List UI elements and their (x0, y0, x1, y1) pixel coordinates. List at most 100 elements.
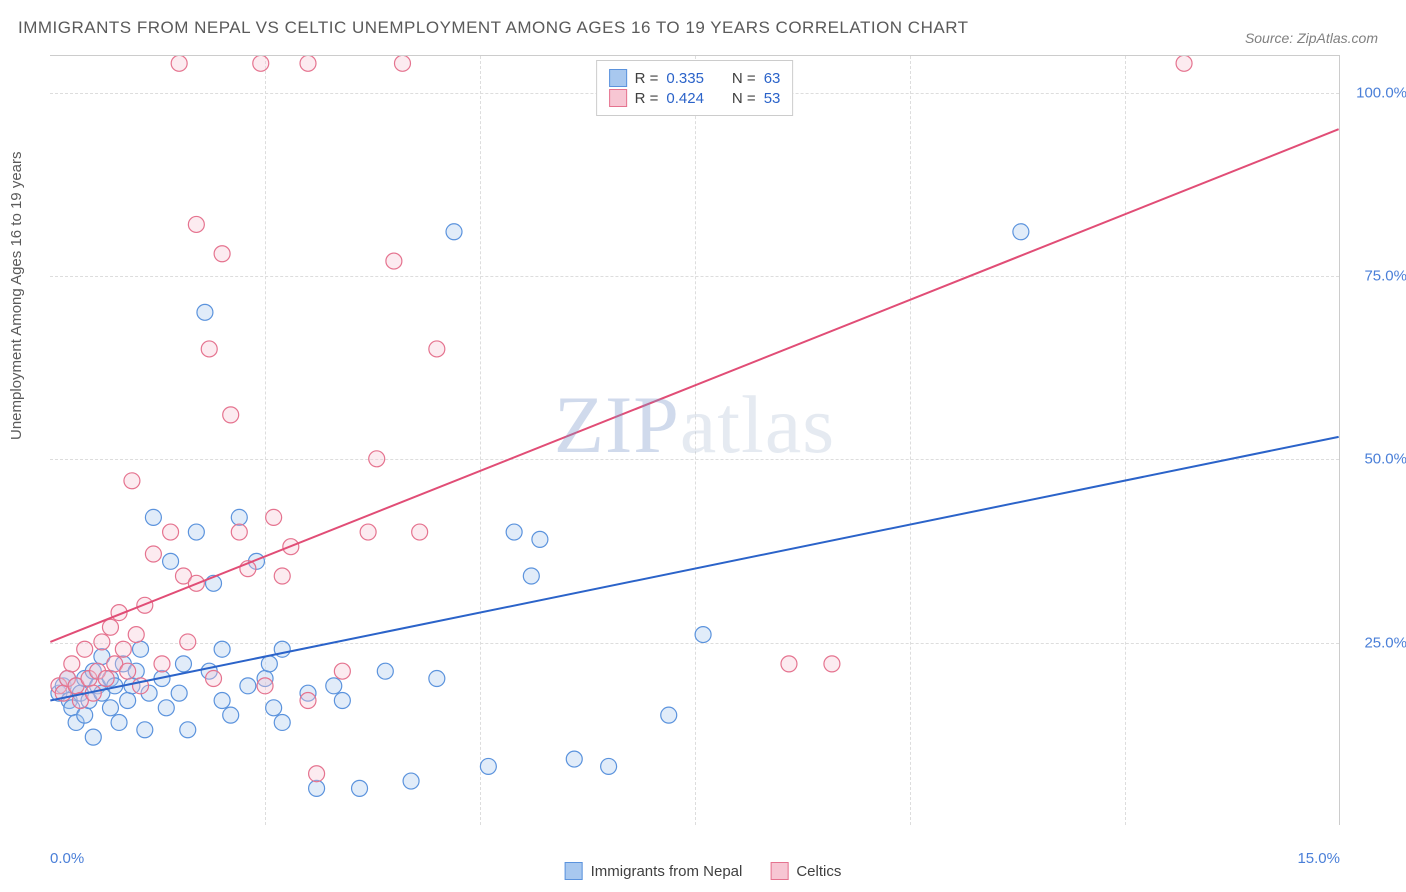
legend-item-2: Celtics (770, 862, 841, 880)
legend-label-2: Celtics (796, 863, 841, 880)
scatter-point (695, 627, 711, 643)
scatter-point (480, 758, 496, 774)
legend-label-1: Immigrants from Nepal (591, 863, 743, 880)
scatter-point (133, 641, 149, 657)
legend-stats-row-1: R = 0.335 N = 63 (609, 69, 781, 87)
x-axis-min-label: 0.0% (50, 850, 84, 867)
scatter-point (412, 524, 428, 540)
scatter-point (394, 56, 410, 71)
r-value-2: 0.424 (666, 90, 704, 107)
scatter-point (201, 341, 217, 357)
r-value-1: 0.335 (666, 70, 704, 87)
scatter-point (188, 524, 204, 540)
scatter-point (214, 246, 230, 262)
scatter-point (163, 524, 179, 540)
n-value-2: 53 (764, 90, 781, 107)
scatter-point (85, 729, 101, 745)
y-axis-label: Unemployment Among Ages 16 to 19 years (8, 151, 25, 440)
scatter-point (360, 524, 376, 540)
chart-title: IMMIGRANTS FROM NEPAL VS CELTIC UNEMPLOY… (18, 18, 969, 38)
scatter-point (781, 656, 797, 672)
scatter-point (334, 693, 350, 709)
scatter-point (824, 656, 840, 672)
source-attribution: Source: ZipAtlas.com (1245, 30, 1378, 46)
n-value-1: 63 (764, 70, 781, 87)
scatter-point (601, 758, 617, 774)
scatter-point (274, 568, 290, 584)
legend-series: Immigrants from Nepal Celtics (557, 860, 850, 882)
scatter-point (77, 641, 93, 657)
scatter-point (94, 634, 110, 650)
scatter-point (352, 780, 368, 796)
scatter-point (111, 714, 127, 730)
scatter-point (120, 663, 136, 679)
legend-swatch-blue (609, 69, 627, 87)
scatter-point (326, 678, 342, 694)
scatter-point (102, 700, 118, 716)
scatter-point (446, 224, 462, 240)
scatter-point (115, 641, 131, 657)
legend-stats: R = 0.335 N = 63 R = 0.424 N = 53 (596, 60, 794, 116)
scatter-point (98, 671, 114, 687)
scatter-point (223, 707, 239, 723)
scatter-point (214, 641, 230, 657)
scatter-point (158, 700, 174, 716)
legend-swatch-2 (770, 862, 788, 880)
plot-area: ZIPatlas R = 0.335 N = 63 R = 0.424 N = … (50, 55, 1340, 825)
scatter-point (206, 671, 222, 687)
scatter-point (64, 656, 80, 672)
scatter-point (124, 473, 140, 489)
scatter-point (300, 56, 316, 71)
scatter-point (1176, 56, 1192, 71)
legend-swatch-pink (609, 89, 627, 107)
scatter-point (532, 531, 548, 547)
scatter-point (197, 304, 213, 320)
scatter-point (369, 451, 385, 467)
y-tick-label: 25.0% (1364, 634, 1406, 651)
y-tick-label: 50.0% (1364, 451, 1406, 468)
scatter-point (188, 216, 204, 232)
scatter-point (566, 751, 582, 767)
scatter-point (214, 693, 230, 709)
scatter-point (145, 546, 161, 562)
scatter-point (180, 634, 196, 650)
scatter-point (102, 619, 118, 635)
scatter-point (137, 722, 153, 738)
y-tick-label: 100.0% (1356, 84, 1406, 101)
scatter-point (403, 773, 419, 789)
scatter-point (429, 671, 445, 687)
scatter-point (175, 656, 191, 672)
scatter-point (163, 553, 179, 569)
scatter-point (223, 407, 239, 423)
scatter-point (253, 56, 269, 71)
scatter-point (261, 656, 277, 672)
scatter-point (180, 722, 196, 738)
scatter-point (274, 714, 290, 730)
scatter-point (1013, 224, 1029, 240)
scatter-point (309, 766, 325, 782)
scatter-point (154, 656, 170, 672)
scatter-point (145, 509, 161, 525)
trend-line (50, 129, 1338, 642)
scatter-point (128, 627, 144, 643)
scatter-point (429, 341, 445, 357)
x-axis-max-label: 15.0% (1297, 850, 1340, 867)
scatter-point (334, 663, 350, 679)
scatter-point (171, 56, 187, 71)
scatter-point (171, 685, 187, 701)
scatter-point (266, 700, 282, 716)
scatter-point (309, 780, 325, 796)
scatter-point (266, 509, 282, 525)
scatter-point (120, 693, 136, 709)
scatter-point (661, 707, 677, 723)
legend-item-1: Immigrants from Nepal (565, 862, 743, 880)
y-tick-label: 75.0% (1364, 268, 1406, 285)
scatter-point (377, 663, 393, 679)
legend-swatch-1 (565, 862, 583, 880)
scatter-point (77, 707, 93, 723)
chart-svg (50, 56, 1339, 825)
scatter-point (506, 524, 522, 540)
scatter-point (231, 509, 247, 525)
scatter-point (257, 678, 273, 694)
scatter-point (386, 253, 402, 269)
